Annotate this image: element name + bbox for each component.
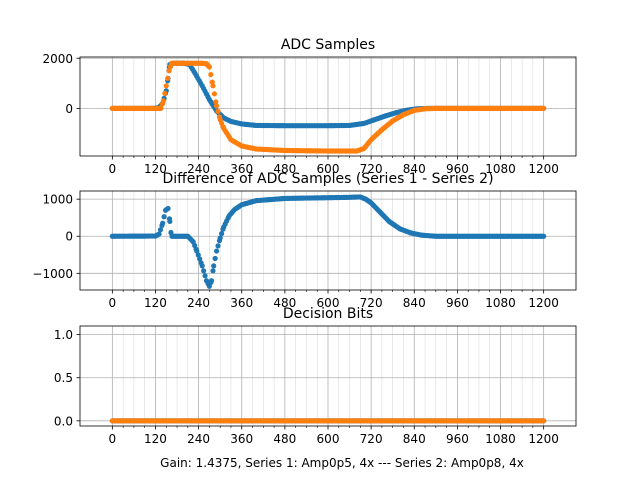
y-tick-label: 2000 <box>42 52 73 66</box>
data-point <box>215 108 221 114</box>
x-tick-label: 600 <box>317 296 340 310</box>
x-tick-label: 480 <box>273 432 296 446</box>
x-tick-label: 720 <box>360 432 383 446</box>
x-tick-label: 0 <box>109 162 117 176</box>
x-tick-label: 1080 <box>485 296 516 310</box>
x-tick-label: 120 <box>144 296 167 310</box>
data-point <box>208 71 214 78</box>
data-point <box>208 278 215 284</box>
data-point <box>160 98 166 104</box>
axes-frame <box>79 56 577 157</box>
data-point <box>215 243 221 249</box>
data-point <box>202 273 208 279</box>
data-point <box>157 227 164 233</box>
data-point <box>213 103 220 109</box>
y-tick-label: 0 <box>65 230 73 244</box>
data-point <box>201 268 207 274</box>
data-point <box>161 214 167 220</box>
data-point <box>199 263 205 269</box>
x-tick-label: 960 <box>446 296 469 310</box>
data-point <box>194 248 200 254</box>
x-tick-label: 240 <box>187 296 210 310</box>
y-tick-label: 1.0 <box>54 328 73 342</box>
data-point <box>163 83 169 89</box>
x-tick-label: 960 <box>446 162 469 176</box>
x-tick-label: 840 <box>403 432 426 446</box>
data-point <box>210 268 216 274</box>
y-tick-label: 0 <box>65 102 73 116</box>
series-1 <box>109 194 547 289</box>
data-point <box>167 218 173 225</box>
x-tick-label: 0 <box>109 432 117 446</box>
series-2 <box>109 418 547 424</box>
data-point <box>212 255 218 262</box>
x-tick-label: 240 <box>187 432 210 446</box>
data-point <box>213 248 220 254</box>
y-tick-label: −1000 <box>32 267 73 281</box>
data-point <box>206 64 212 70</box>
y-tick-label: 0.5 <box>54 371 73 385</box>
data-point <box>541 418 547 424</box>
y-tick-label: 0.0 <box>54 414 73 428</box>
data-point <box>165 75 171 81</box>
data-point <box>210 83 216 89</box>
x-tick-label: 960 <box>446 432 469 446</box>
x-tick-label: 360 <box>230 432 253 446</box>
x-tick-label: 0 <box>109 296 117 310</box>
x-tick-label: 1200 <box>528 162 559 176</box>
x-tick-label: 120 <box>144 432 167 446</box>
data-point <box>156 231 162 237</box>
data-point <box>217 235 223 241</box>
data-point <box>195 252 201 258</box>
chart-3: 0 120 240 360 480 600 720 840 960 1080 1200 0.0 0.5 1… <box>54 306 577 446</box>
x-tick-label: 360 <box>230 162 253 176</box>
x-tick-label: 1080 <box>485 432 516 446</box>
data-point <box>211 263 217 269</box>
data-point <box>158 105 164 111</box>
x-tick-label: 840 <box>403 296 426 310</box>
data-point <box>213 99 219 105</box>
x-tick-label: 1200 <box>528 432 559 446</box>
chart-2: 0 120 240 360 480 600 720 840 960 1080 1200 −1000 0 1… <box>32 171 577 310</box>
axes-frame <box>79 190 577 291</box>
data-point <box>541 105 547 111</box>
y-tick-label: 1000 <box>42 193 73 207</box>
data-point <box>541 233 547 239</box>
data-point <box>165 205 171 212</box>
x-tick-label: 1200 <box>528 296 559 310</box>
data-point <box>166 68 172 74</box>
x-tick-label: 120 <box>144 162 167 176</box>
data-point <box>219 231 225 237</box>
x-tick-label: 720 <box>360 162 383 176</box>
x-tick-label: 360 <box>230 296 253 310</box>
x-tick-label: 600 <box>317 162 340 176</box>
data-point <box>160 220 166 226</box>
x-tick-label: 480 <box>273 162 296 176</box>
x-tick-label: 240 <box>187 162 210 176</box>
footer-label: Gain: 1.4375, Series 1: Amp0p5, 4x --- S… <box>160 456 524 470</box>
series-2 <box>109 60 547 154</box>
data-point <box>197 256 203 262</box>
chart-1: 0 120 240 360 480 600 720 840 960 1080 1200 0 2000 AD… <box>42 37 577 176</box>
axes-frame <box>79 325 577 427</box>
x-tick-label: 480 <box>273 296 296 310</box>
data-point <box>211 91 218 97</box>
x-tick-label: 1080 <box>485 162 516 176</box>
data-point <box>162 90 168 96</box>
x-tick-label: 840 <box>403 162 426 176</box>
x-tick-label: 600 <box>317 432 340 446</box>
x-tick-label: 720 <box>360 296 383 310</box>
chart-title: ADC Samples <box>281 37 375 53</box>
chart-title: Difference of ADC Samples (Series 1 - Se… <box>162 171 493 187</box>
chart-title: Decision Bits <box>283 306 373 322</box>
